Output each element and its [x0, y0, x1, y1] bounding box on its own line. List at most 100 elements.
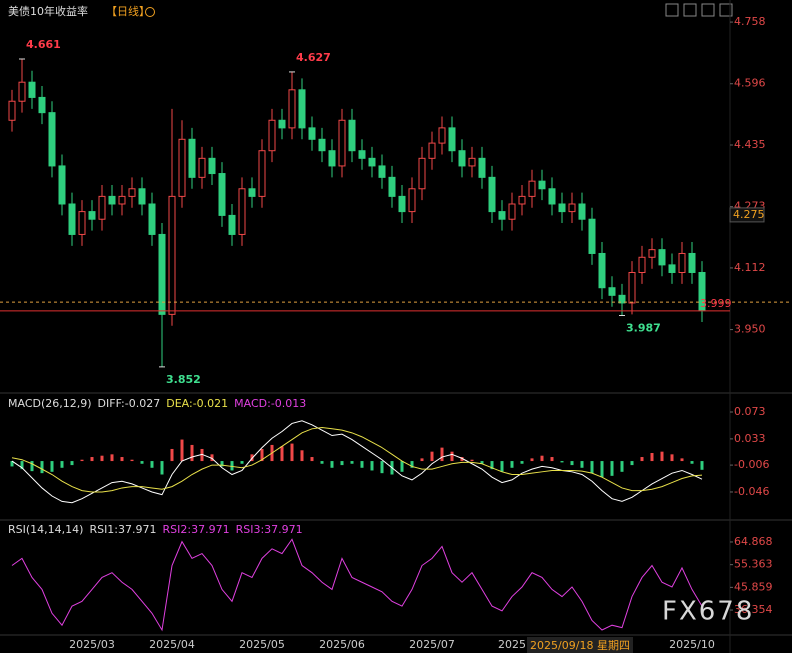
y-tick-label: 4.596	[734, 77, 766, 90]
tool-icon[interactable]	[719, 3, 733, 17]
candle-body	[608, 287, 616, 296]
candle-body	[398, 195, 406, 213]
candle-body	[478, 157, 486, 178]
x-tick-label: 2025/07	[409, 638, 455, 651]
candle-body	[288, 89, 296, 129]
candle-body	[128, 188, 136, 197]
legend-entry: RSI1:37.971	[89, 523, 156, 536]
candle-body	[588, 218, 596, 254]
candle-body	[138, 188, 146, 205]
x-tick-label: 2025/05	[239, 638, 285, 651]
candle-body	[148, 203, 156, 235]
annotation: 3.852	[166, 373, 201, 386]
candle-body	[258, 150, 266, 197]
chart-title: 美债10年收益率	[8, 4, 88, 18]
candle-body	[568, 203, 576, 213]
candle-body	[688, 252, 696, 273]
candle-body	[268, 119, 276, 152]
legend-entry: RSI2:37.971	[163, 523, 230, 536]
candle-body	[198, 157, 206, 178]
watermark: FX678	[662, 597, 754, 627]
legend-entry: RSI3:37.971	[236, 523, 303, 536]
price-marker-box	[729, 207, 765, 223]
y-tick-label: 4.112	[734, 261, 766, 274]
candle-body	[648, 249, 656, 258]
x-tick-label: 2025/06	[319, 638, 365, 651]
candle-body	[548, 188, 556, 205]
candle-body	[118, 195, 126, 205]
candle-body	[468, 157, 476, 167]
candle-body	[48, 112, 56, 167]
candle-body	[348, 119, 356, 152]
y-tick-label: 4.435	[734, 138, 766, 151]
candle-body	[678, 252, 686, 273]
candle-body	[528, 180, 536, 197]
crosshair-label: 2025/09/18 星期四	[530, 639, 630, 652]
candle-body	[38, 96, 46, 114]
tool-icon[interactable]	[701, 3, 715, 17]
candle-body	[658, 249, 666, 266]
candle-body	[78, 211, 86, 235]
legend-entry: DEA:-0.021	[166, 397, 228, 410]
candle-body	[178, 138, 186, 197]
y-tick-label: 0.033	[734, 432, 766, 445]
candle-body	[408, 188, 416, 213]
candle-body	[28, 81, 36, 98]
candle-body	[498, 211, 506, 220]
price-marker-label: 4.275	[733, 208, 765, 221]
candle-body	[358, 150, 366, 159]
y-tick-label: 55.363	[734, 558, 773, 571]
annotation: 4.661	[26, 38, 61, 51]
y-tick-label: 0.073	[734, 405, 766, 418]
y-tick-label: -0.006	[734, 458, 769, 471]
candle-body	[248, 188, 256, 197]
candle-body	[188, 138, 196, 178]
candle-body	[418, 157, 426, 190]
candle-body	[318, 138, 326, 152]
candle-body	[378, 165, 386, 178]
candle-body	[208, 157, 216, 175]
candle-body	[158, 233, 166, 315]
crosshair-box	[527, 637, 633, 653]
y-tick-label: 3.950	[734, 323, 766, 336]
legend-entry: MACD(26,12,9)	[8, 397, 92, 410]
last-price-label: 3.999	[700, 297, 732, 310]
annotation: 3.987	[626, 322, 661, 335]
candle-body	[108, 195, 116, 205]
y-tick-label: 64.868	[734, 535, 773, 548]
candle-body	[638, 256, 646, 273]
candle-body	[578, 203, 586, 220]
candle-body	[338, 119, 346, 167]
candle-body	[458, 150, 466, 167]
candle-body	[58, 165, 66, 205]
x-tick-label: 2025/03	[69, 638, 115, 651]
candle-body	[308, 127, 316, 140]
tool-icon[interactable]	[683, 3, 697, 17]
macd-line	[11, 426, 703, 493]
toolbar	[665, 3, 733, 17]
x-tick-label: 2025/04	[149, 638, 195, 651]
y-tick-label: 36.354	[734, 603, 773, 616]
candle-body	[558, 203, 566, 213]
candle-body	[388, 176, 396, 197]
x-tick-label: 2025	[498, 638, 526, 651]
candle-body	[98, 195, 106, 220]
candle-body	[8, 100, 16, 121]
y-tick-label: 45.859	[734, 580, 773, 593]
candle-body	[278, 119, 286, 129]
tool-icon[interactable]	[665, 3, 679, 17]
candle-body	[88, 211, 96, 220]
candle-body	[18, 81, 26, 102]
candle-body	[168, 195, 176, 315]
candle-body	[668, 264, 676, 273]
annotation: 4.627	[296, 51, 331, 64]
candle-body	[518, 195, 526, 205]
x-tick-label: 2025/10	[669, 638, 715, 651]
candle-body	[328, 150, 336, 167]
candle-body	[218, 173, 226, 216]
candle-body	[238, 188, 246, 235]
collapse-icon[interactable]	[145, 7, 155, 17]
